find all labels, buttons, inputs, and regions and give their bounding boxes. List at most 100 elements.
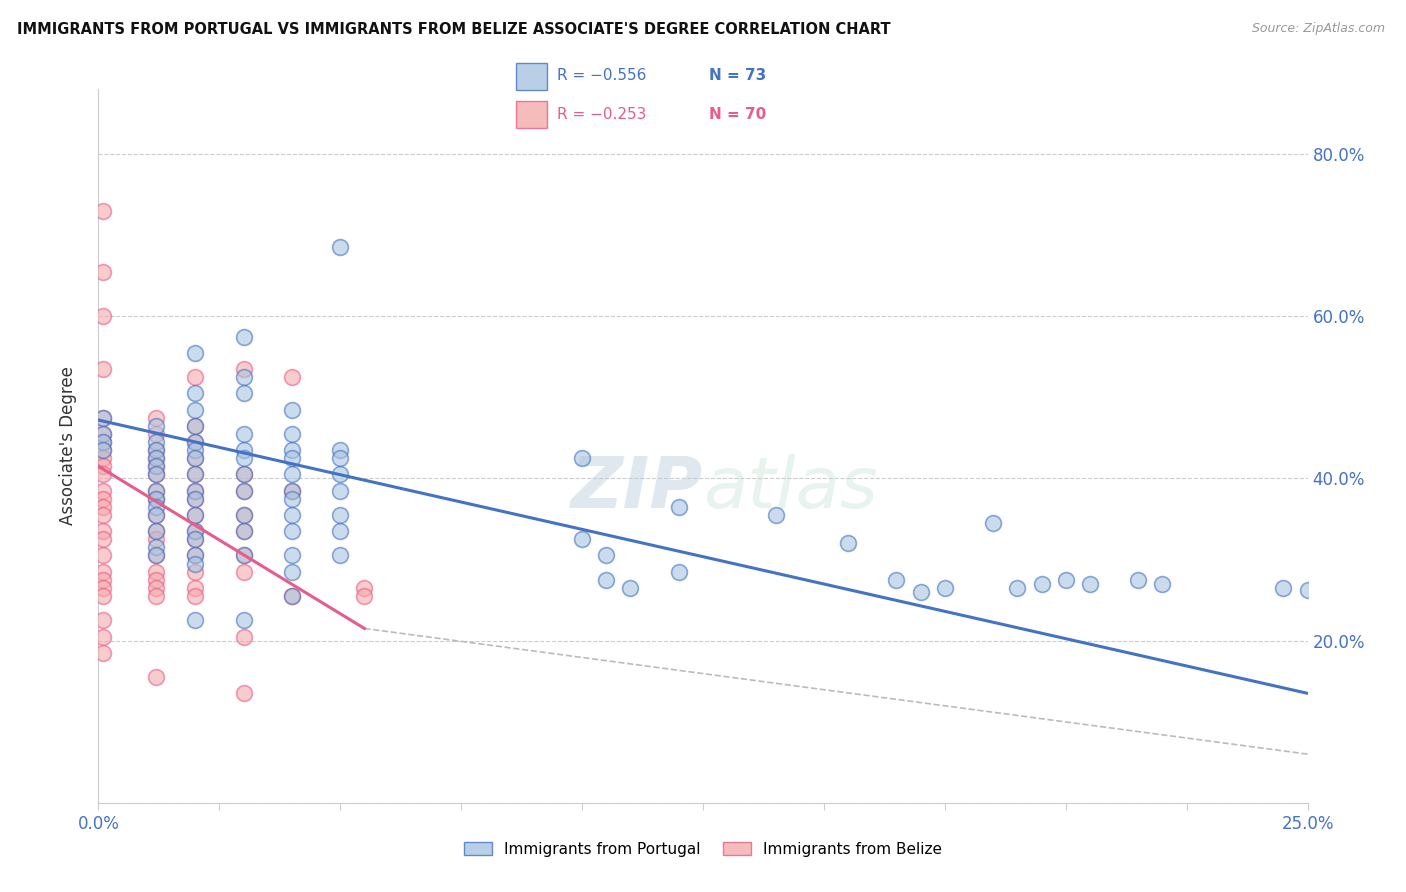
Immigrants from Belize [184,589,207,603]
Immigrants from Belize [91,581,114,595]
Text: Source: ZipAtlas.com: Source: ZipAtlas.com [1251,22,1385,36]
Immigrants from Portugal [668,500,690,514]
Immigrants from Belize [145,533,167,547]
Immigrants from Portugal [232,613,254,627]
Immigrants from Portugal [329,483,352,498]
Immigrants from Belize [184,491,207,506]
Immigrants from Portugal [571,533,593,547]
Immigrants from Portugal [281,589,304,603]
Immigrants from Portugal [910,585,932,599]
Immigrants from Belize [145,549,167,563]
Immigrants from Portugal [329,451,352,466]
Immigrants from Portugal [91,410,114,425]
Immigrants from Belize [232,686,254,700]
Immigrants from Portugal [281,402,304,417]
Immigrants from Portugal [281,483,304,498]
Immigrants from Portugal [91,426,114,441]
Immigrants from Portugal [145,451,167,466]
Immigrants from Belize [145,589,167,603]
Immigrants from Belize [91,589,114,603]
Immigrants from Portugal [281,508,304,522]
Immigrants from Portugal [1272,581,1295,595]
Immigrants from Portugal [145,467,167,482]
Text: IMMIGRANTS FROM PORTUGAL VS IMMIGRANTS FROM BELIZE ASSOCIATE'S DEGREE CORRELATIO: IMMIGRANTS FROM PORTUGAL VS IMMIGRANTS F… [17,22,890,37]
Immigrants from Portugal [668,565,690,579]
Immigrants from Portugal [981,516,1004,530]
Immigrants from Belize [91,467,114,482]
Immigrants from Belize [184,418,207,433]
Immigrants from Belize [91,426,114,441]
Text: R = −0.253: R = −0.253 [557,107,647,122]
Immigrants from Portugal [184,345,207,359]
Immigrants from Portugal [145,459,167,474]
Immigrants from Belize [91,613,114,627]
Immigrants from Portugal [232,467,254,482]
Immigrants from Belize [281,589,304,603]
Immigrants from Portugal [145,508,167,522]
Immigrants from Portugal [145,434,167,449]
Immigrants from Portugal [184,434,207,449]
Immigrants from Belize [91,410,114,425]
Immigrants from Belize [145,573,167,587]
Immigrants from Belize [184,467,207,482]
Immigrants from Belize [145,451,167,466]
Immigrants from Belize [91,491,114,506]
Immigrants from Portugal [1152,577,1174,591]
Immigrants from Portugal [145,549,167,563]
Immigrants from Portugal [281,467,304,482]
Immigrants from Belize [145,581,167,595]
Immigrants from Belize [281,483,304,498]
Immigrants from Belize [145,410,167,425]
Immigrants from Portugal [184,491,207,506]
Immigrants from Portugal [184,386,207,401]
Immigrants from Belize [145,443,167,458]
Immigrants from Belize [232,630,254,644]
Immigrants from Belize [91,203,114,218]
Immigrants from Belize [184,451,207,466]
Immigrants from Portugal [1031,577,1053,591]
Text: atlas: atlas [703,454,877,524]
Immigrants from Portugal [232,370,254,384]
Immigrants from Belize [91,533,114,547]
Immigrants from Portugal [571,451,593,466]
Immigrants from Portugal [145,483,167,498]
Immigrants from Belize [145,426,167,441]
Immigrants from Portugal [145,491,167,506]
Immigrants from Portugal [232,329,254,343]
Text: R = −0.556: R = −0.556 [557,69,647,84]
Immigrants from Belize [91,549,114,563]
Text: ZIP: ZIP [571,454,703,524]
Immigrants from Belize [145,491,167,506]
Immigrants from Portugal [184,467,207,482]
Immigrants from Portugal [184,557,207,571]
Immigrants from Belize [91,434,114,449]
Immigrants from Belize [184,533,207,547]
Immigrants from Portugal [145,418,167,433]
Immigrants from Portugal [184,402,207,417]
Immigrants from Portugal [184,418,207,433]
Immigrants from Portugal [329,549,352,563]
Text: N = 73: N = 73 [709,69,766,84]
Immigrants from Portugal [145,541,167,555]
Immigrants from Belize [145,508,167,522]
Immigrants from Belize [184,549,207,563]
Immigrants from Belize [145,459,167,474]
Immigrants from Belize [232,549,254,563]
Immigrants from Belize [232,362,254,376]
Immigrants from Belize [184,370,207,384]
Immigrants from Portugal [595,573,617,587]
Immigrants from Belize [184,581,207,595]
Immigrants from Portugal [1007,581,1029,595]
Immigrants from Portugal [281,426,304,441]
Immigrants from Portugal [329,240,352,254]
Immigrants from Belize [91,451,114,466]
Immigrants from Belize [91,565,114,579]
Immigrants from Belize [91,524,114,538]
Immigrants from Portugal [281,491,304,506]
Immigrants from Portugal [184,533,207,547]
Immigrants from Belize [145,483,167,498]
Immigrants from Belize [145,670,167,684]
Immigrants from Belize [184,565,207,579]
Immigrants from Belize [232,483,254,498]
Text: N = 70: N = 70 [709,107,766,122]
